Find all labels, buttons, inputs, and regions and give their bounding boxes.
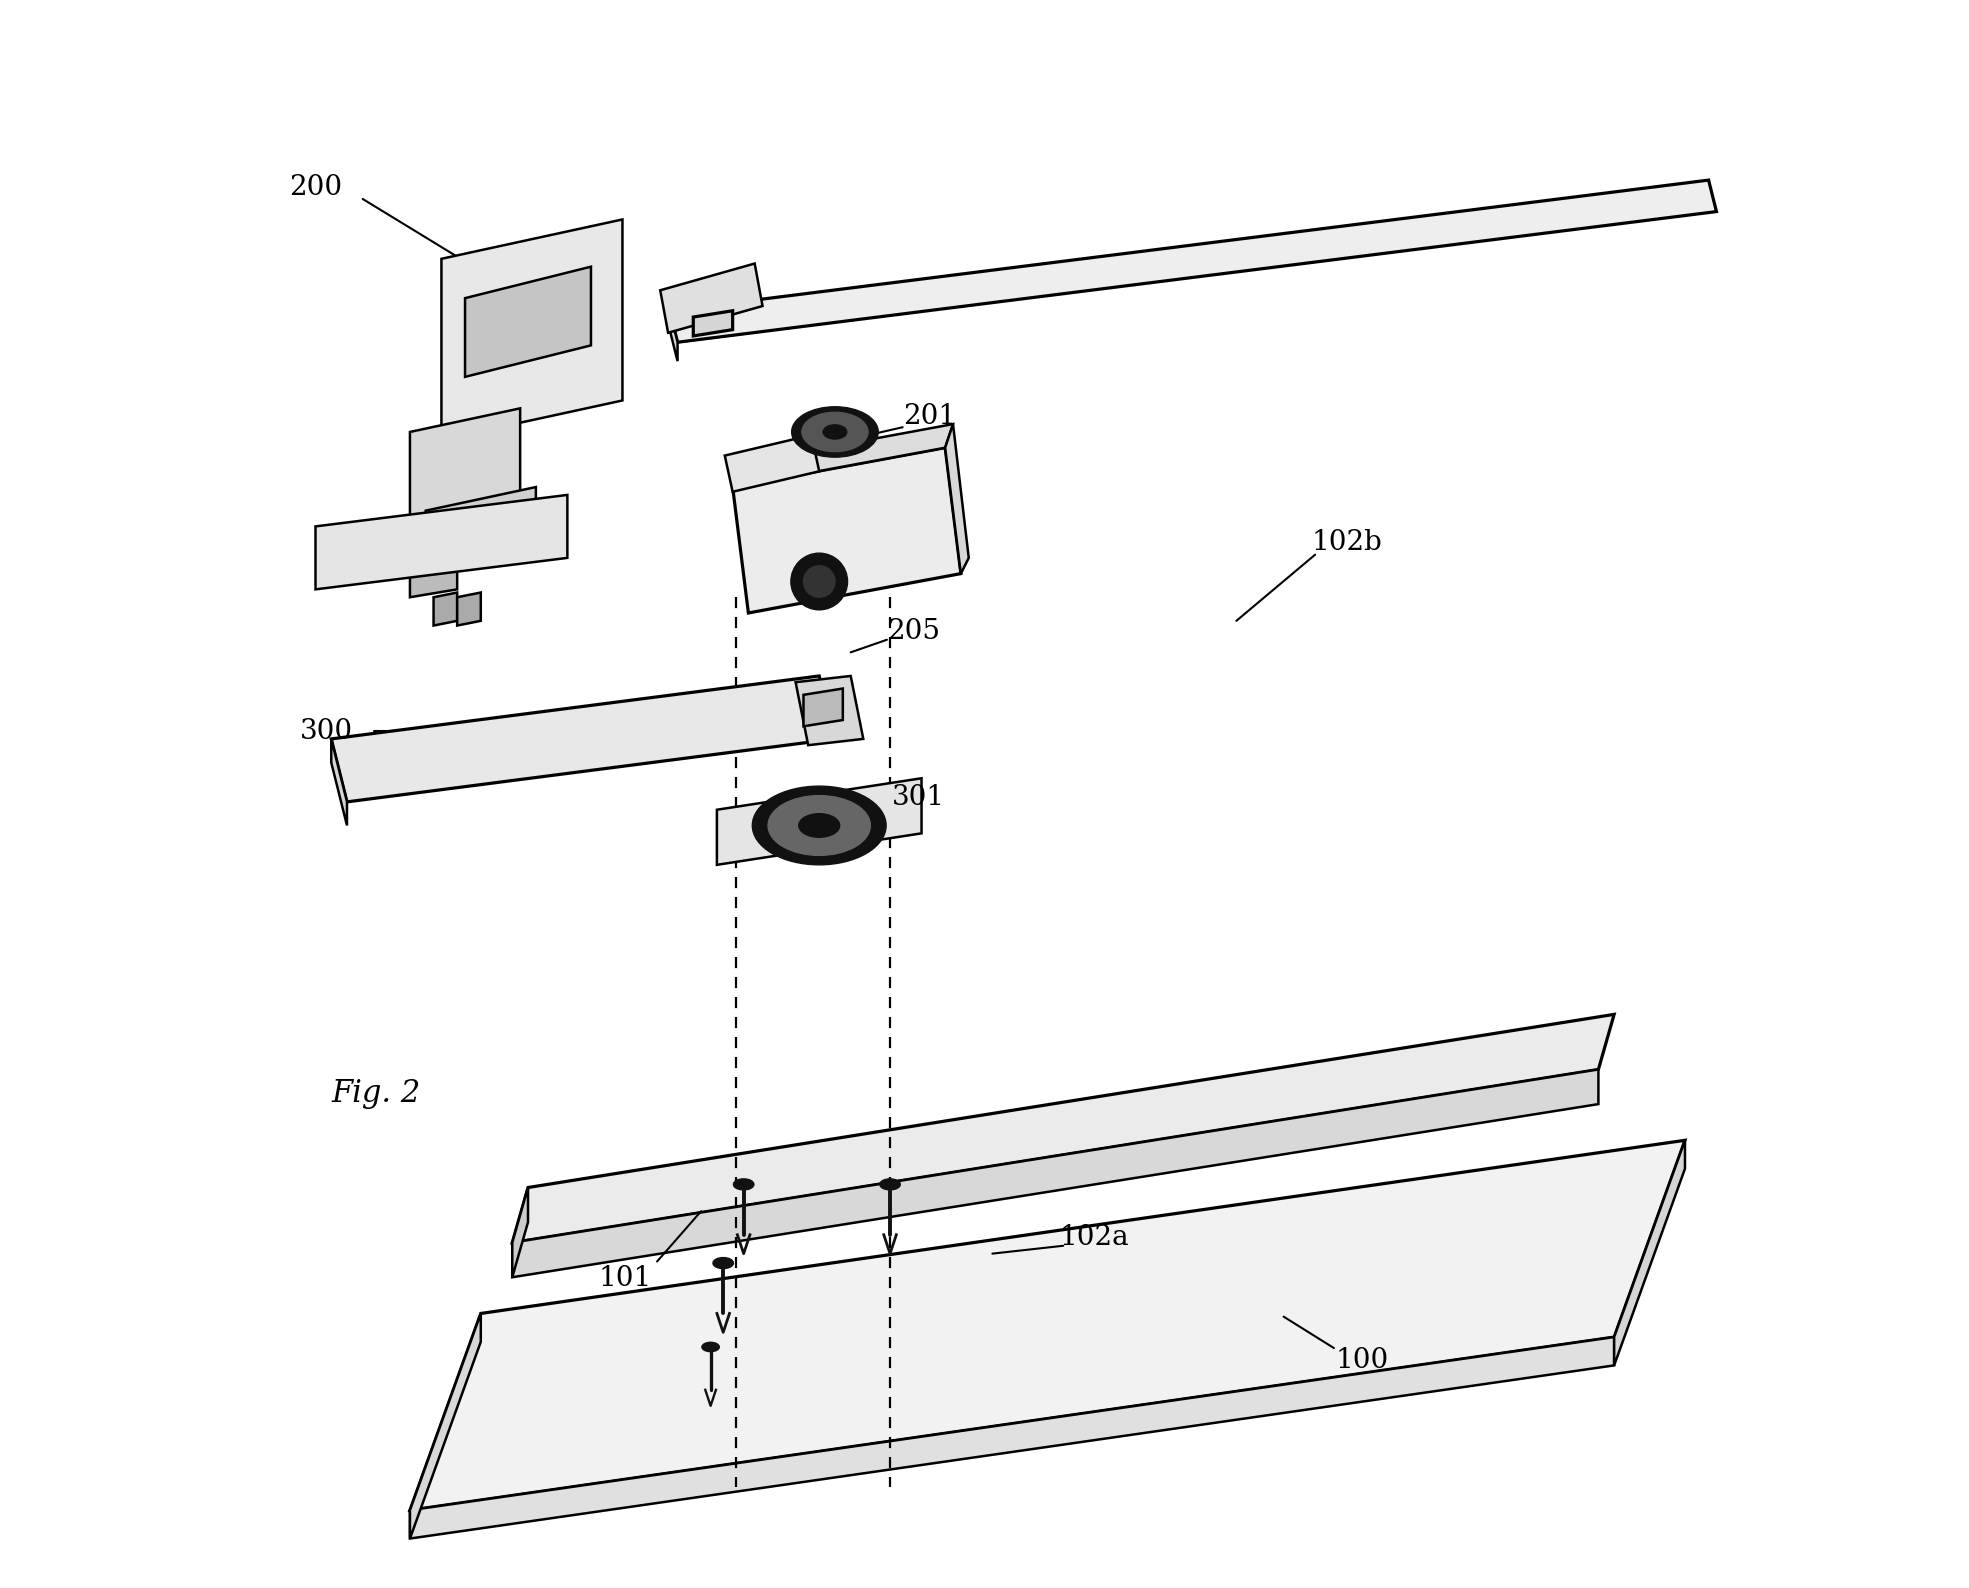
Polygon shape: [410, 557, 457, 597]
Polygon shape: [512, 1069, 1599, 1277]
Ellipse shape: [732, 1178, 754, 1189]
Polygon shape: [457, 592, 480, 626]
Polygon shape: [410, 1140, 1685, 1510]
Ellipse shape: [752, 786, 886, 865]
Ellipse shape: [799, 813, 839, 837]
Polygon shape: [669, 311, 677, 360]
Text: 101: 101: [599, 1266, 652, 1293]
Ellipse shape: [713, 1258, 732, 1269]
Polygon shape: [410, 1337, 1615, 1539]
Polygon shape: [441, 219, 622, 440]
Text: 102a: 102a: [1059, 1224, 1130, 1251]
Polygon shape: [660, 264, 762, 333]
Polygon shape: [1615, 1140, 1685, 1366]
Polygon shape: [669, 179, 1717, 343]
Ellipse shape: [880, 1178, 900, 1189]
Polygon shape: [717, 778, 921, 865]
Polygon shape: [465, 267, 591, 376]
Text: 205: 205: [888, 618, 939, 645]
Polygon shape: [803, 689, 843, 726]
Polygon shape: [331, 676, 835, 802]
Polygon shape: [795, 676, 862, 745]
Ellipse shape: [823, 426, 847, 438]
Polygon shape: [433, 592, 457, 626]
Polygon shape: [512, 1188, 528, 1277]
Polygon shape: [315, 495, 567, 589]
Ellipse shape: [701, 1342, 719, 1351]
Text: 201: 201: [904, 403, 957, 430]
Polygon shape: [725, 435, 819, 492]
Polygon shape: [512, 1015, 1615, 1243]
Text: 301: 301: [892, 783, 945, 810]
Polygon shape: [693, 311, 732, 337]
Text: 102b: 102b: [1311, 529, 1382, 556]
Text: Fig. 2: Fig. 2: [331, 1078, 421, 1108]
Polygon shape: [410, 1313, 480, 1539]
Ellipse shape: [792, 407, 878, 457]
Polygon shape: [425, 488, 536, 573]
Circle shape: [803, 565, 835, 597]
Polygon shape: [410, 408, 520, 534]
Polygon shape: [732, 424, 953, 488]
Circle shape: [792, 553, 847, 610]
Polygon shape: [331, 738, 347, 826]
Polygon shape: [945, 424, 969, 573]
Ellipse shape: [801, 413, 868, 451]
Polygon shape: [732, 448, 961, 613]
Ellipse shape: [768, 796, 870, 856]
Text: 300: 300: [299, 718, 352, 745]
Text: 100: 100: [1335, 1347, 1388, 1374]
Text: 200: 200: [289, 175, 343, 202]
